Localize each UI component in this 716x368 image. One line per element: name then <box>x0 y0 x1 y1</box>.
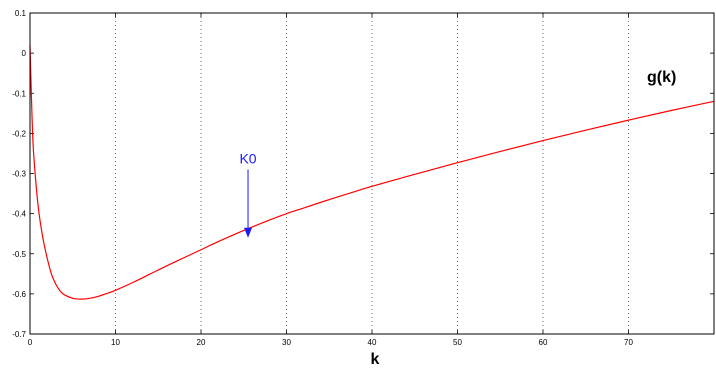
x-tick-label: 70 <box>624 338 633 347</box>
y-tick-label: -0.4 <box>12 210 26 219</box>
x-tick-label: 0 <box>28 338 33 347</box>
x-tick-label: 60 <box>539 338 548 347</box>
x-axis-label: k <box>371 351 380 368</box>
y-tick-label: -0.3 <box>12 170 26 179</box>
y-tick-label: 0.1 <box>15 9 27 18</box>
annotation-label: K0 <box>239 150 256 166</box>
x-tick-labels: 0 10 20 30 40 50 60 70 <box>28 338 634 347</box>
x-tick-label: 50 <box>453 338 462 347</box>
y-tick-label: 0 <box>22 49 27 58</box>
x-tick-label: 30 <box>282 338 291 347</box>
x-tick-label: 10 <box>111 338 120 347</box>
y-tick-label: -0.5 <box>12 250 26 259</box>
series-label-g-k: g(k) <box>647 69 676 86</box>
y-tick-labels: 0.1 0 -0.1 -0.2 -0.3 -0.4 -0.5 -0.6 -0.7 <box>12 9 26 339</box>
y-tick-label: -0.7 <box>12 330 26 339</box>
x-tick-label: 40 <box>368 338 377 347</box>
y-tick-label: -0.2 <box>12 129 26 138</box>
y-tick-label: -0.6 <box>12 290 26 299</box>
y-tick-label: -0.1 <box>12 89 26 98</box>
x-tick-label: 20 <box>197 338 206 347</box>
